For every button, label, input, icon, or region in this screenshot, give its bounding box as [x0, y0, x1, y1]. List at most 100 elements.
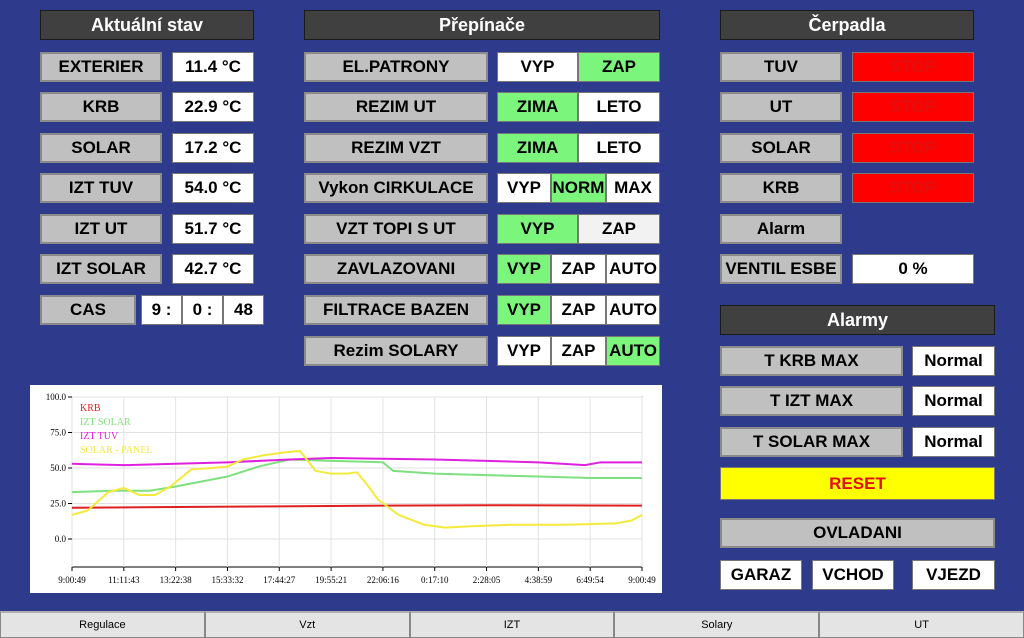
chart-series-line — [71, 449, 643, 529]
label-el-patrony: EL.PATRONY — [304, 52, 488, 82]
filtrace-zap-button[interactable]: ZAP — [551, 295, 606, 325]
solary-zap-button[interactable]: ZAP — [551, 336, 606, 366]
tab-regulace[interactable]: Regulace — [0, 611, 205, 638]
tab-ut[interactable]: UT — [819, 611, 1024, 638]
solary-auto-button[interactable]: AUTO — [606, 336, 660, 366]
zavlazovani-auto-button[interactable]: AUTO — [606, 254, 660, 284]
pump-krb-status: STOP — [852, 173, 974, 203]
chart-y-tick-label: 100.0 — [46, 392, 67, 402]
label-t-izt-max: T IZT MAX — [720, 386, 903, 416]
chart-x-tick-label: 9:00:49 — [628, 575, 656, 585]
chart-y-tick-label: 25.0 — [50, 499, 66, 509]
vzt-topi-zap-button[interactable]: ZAP — [578, 214, 660, 244]
label-zavlazovani: ZAVLAZOVANI — [304, 254, 488, 284]
vykon-norm-button[interactable]: NORM — [551, 173, 606, 203]
label-izt-solar: IZT SOLAR — [40, 254, 162, 284]
reset-button[interactable]: RESET — [720, 467, 995, 500]
chart-x-tick-label: 22:06:16 — [367, 575, 400, 585]
time-seconds: 48 — [223, 295, 264, 325]
label-pump-tuv: TUV — [720, 52, 842, 82]
rezim-ut-zima-button[interactable]: ZIMA — [497, 92, 578, 122]
label-krb: KRB — [40, 92, 162, 122]
chart-series-line — [71, 458, 642, 494]
label-rezim-vzt: REZIM VZT — [304, 133, 488, 163]
value-izt-solar: 42.7 °C — [172, 254, 254, 284]
pump-solar-status-text: STOP — [890, 138, 936, 157]
chart-y-tick-label: 0.0 — [55, 534, 67, 544]
zavlazovani-zap-button[interactable]: ZAP — [551, 254, 606, 284]
vjezd-button[interactable]: VJEZD — [912, 560, 995, 590]
chart-x-tick-label: 11:11:43 — [108, 575, 140, 585]
label-pump-ut: UT — [720, 92, 842, 122]
label-time: CAS — [40, 295, 136, 325]
alarm-button[interactable]: Alarm — [720, 214, 842, 244]
pump-ut-status-text: STOP — [890, 97, 936, 116]
t-izt-max-status: Normal — [912, 386, 995, 416]
chart-legend-entry: SOLAR - PANEL — [80, 445, 152, 456]
vykon-max-button[interactable]: MAX — [606, 173, 660, 203]
vchod-button[interactable]: VCHOD — [812, 560, 894, 590]
label-vykon-cirkulace: Vykon CIRKULACE — [304, 173, 488, 203]
garaz-button[interactable]: GARAZ — [720, 560, 802, 590]
el-patrony-vyp-button[interactable]: VYP — [497, 52, 578, 82]
control-header: OVLADANI — [720, 518, 995, 548]
chart-x-tick-label: 19:55:21 — [315, 575, 347, 585]
switches-header: Přepínače — [304, 10, 660, 40]
rezim-vzt-leto-button[interactable]: LETO — [578, 133, 660, 163]
chart-legend-entry: IZT TUV — [80, 431, 119, 442]
pump-tuv-status: STOP — [852, 52, 974, 82]
el-patrony-zap-button[interactable]: ZAP — [578, 52, 660, 82]
value-izt-ut: 51.7 °C — [172, 214, 254, 244]
chart-x-tick-label: 9:00:49 — [58, 575, 86, 585]
label-pump-solar: SOLAR — [720, 133, 842, 163]
temperature-chart: 9:00:49 11:11:43 13:22:38 15:33:32 17:44:27 1… — [30, 385, 662, 593]
value-exterier: 11.4 °C — [172, 52, 254, 82]
chart-x-tick-label: 13:22:38 — [160, 575, 193, 585]
label-pump-krb: KRB — [720, 173, 842, 203]
pump-krb-status-text: STOP — [890, 178, 936, 197]
chart-legend-entry: KRB — [80, 403, 101, 414]
chart-x-tick-label: 15:33:32 — [211, 575, 243, 585]
vykon-vyp-button[interactable]: VYP — [497, 173, 551, 203]
tab-vzt[interactable]: Vzt — [204, 611, 410, 638]
label-t-solar-max: T SOLAR MAX — [720, 427, 903, 457]
rezim-ut-leto-button[interactable]: LETO — [578, 92, 660, 122]
chart-legend-entry: IZT SOLAR — [80, 417, 131, 428]
chart-plot-frame — [71, 396, 643, 568]
filtrace-vyp-button[interactable]: VYP — [497, 295, 551, 325]
label-solar: SOLAR — [40, 133, 162, 163]
zavlazovani-vyp-button[interactable]: VYP — [497, 254, 551, 284]
bottom-tab-bar: Regulace Vzt IZT Solary UT — [0, 611, 1024, 638]
ventil-esbe-value: 0 % — [852, 254, 974, 284]
chart-series-line — [71, 504, 643, 509]
label-ventil-esbe: VENTIL ESBE — [720, 254, 842, 284]
time-hours: 9 : — [141, 295, 182, 325]
tab-izt[interactable]: IZT — [409, 611, 615, 638]
t-solar-max-status: Normal — [912, 427, 995, 457]
chart-x-tick-label: 0:17:10 — [421, 575, 449, 585]
temperature-chart-svg: 9:00:49 11:11:43 13:22:38 15:33:32 17:44:27 1… — [46, 392, 656, 585]
tab-solary[interactable]: Solary — [614, 611, 820, 638]
alarms-header: Alarmy — [720, 305, 995, 335]
filtrace-auto-button[interactable]: AUTO — [606, 295, 660, 325]
label-t-krb-max: T KRB MAX — [720, 346, 903, 376]
time-minutes: 0 : — [182, 295, 223, 325]
pump-tuv-status-text: STOP — [890, 57, 936, 76]
label-rezim-solary: Rezim SOLARY — [304, 336, 488, 366]
vzt-topi-vyp-button[interactable]: VYP — [497, 214, 578, 244]
rezim-vzt-zima-button[interactable]: ZIMA — [497, 133, 578, 163]
chart-y-tick-label: 50.0 — [50, 463, 66, 473]
label-vzt-topi: VZT TOPI S UT — [304, 214, 488, 244]
value-solar: 17.2 °C — [172, 133, 254, 163]
value-izt-tuv: 54.0 °C — [172, 173, 254, 203]
value-krb: 22.9 °C — [172, 92, 254, 122]
chart-series-line — [71, 457, 642, 467]
solary-vyp-button[interactable]: VYP — [497, 336, 551, 366]
chart-x-tick-label: 17:44:27 — [263, 575, 296, 585]
label-filtrace-bazen: FILTRACE BAZEN — [304, 295, 488, 325]
label-izt-ut: IZT UT — [40, 214, 162, 244]
chart-x-tick-label: 4:38:59 — [525, 575, 553, 585]
pump-ut-status: STOP — [852, 92, 974, 122]
label-exterier: EXTERIER — [40, 52, 162, 82]
label-rezim-ut: REZIM UT — [304, 92, 488, 122]
